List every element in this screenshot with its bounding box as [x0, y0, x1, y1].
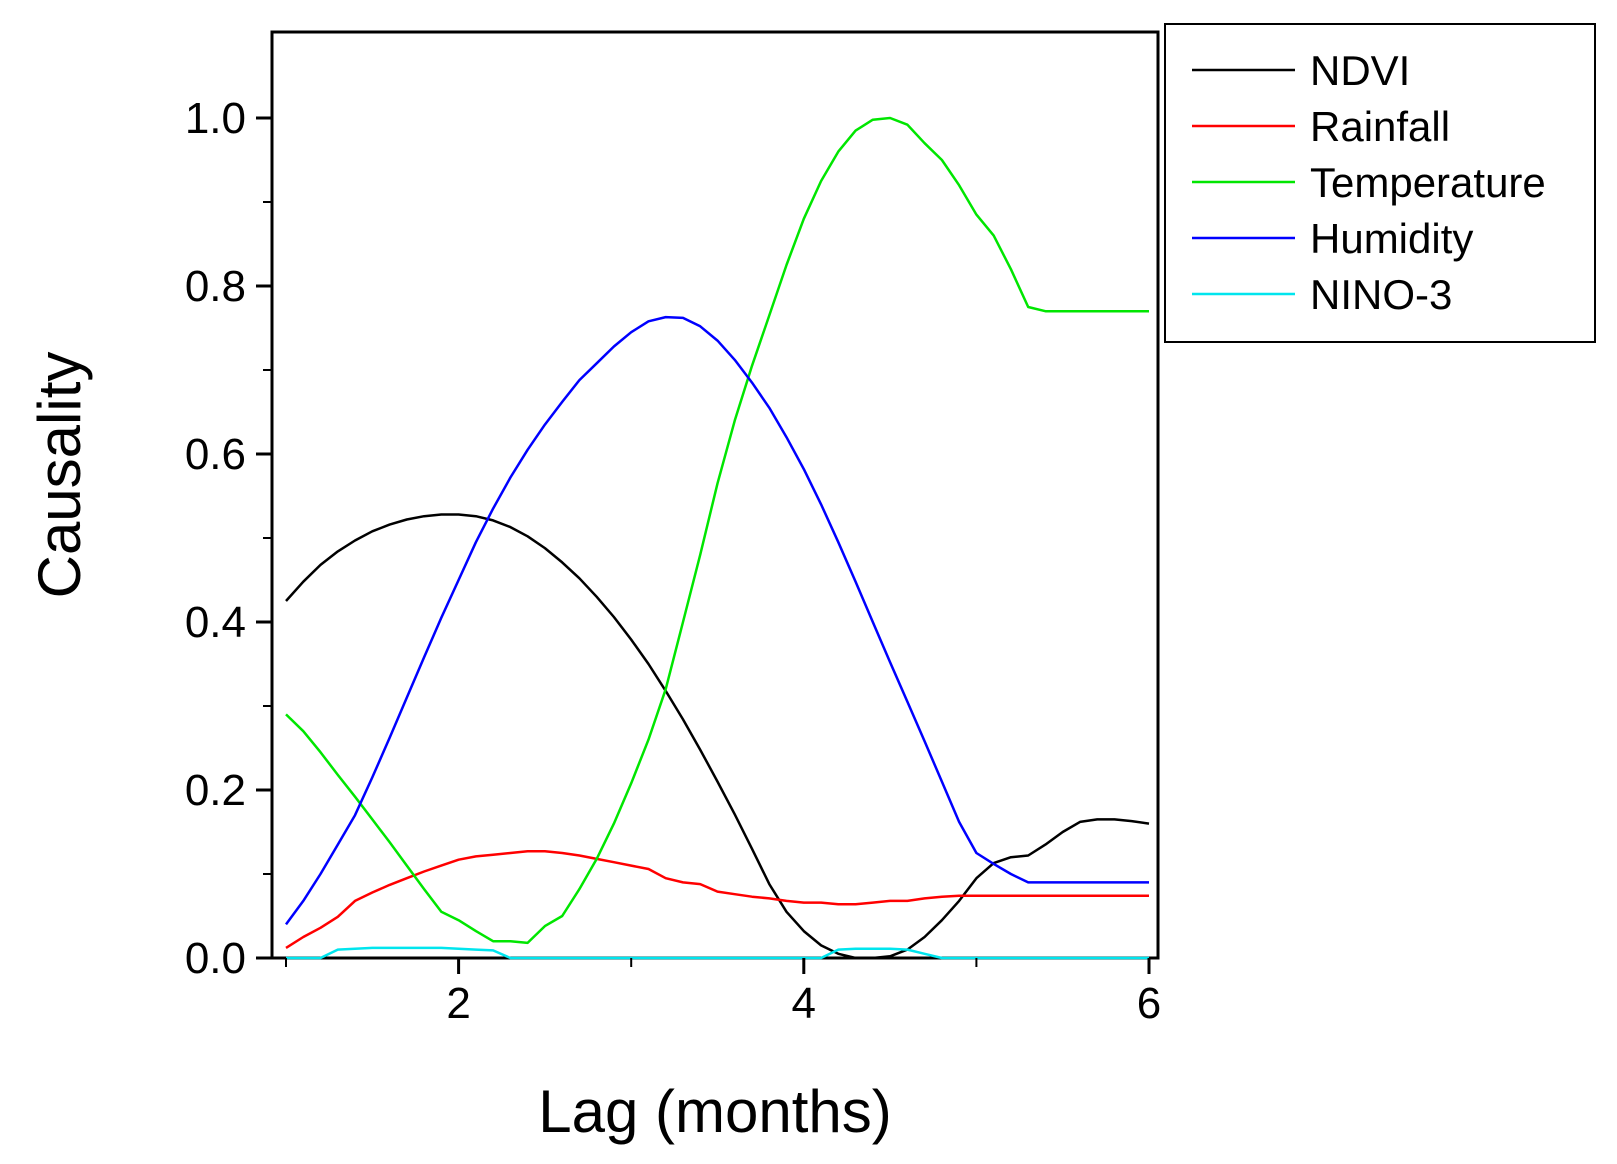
- legend-label: Temperature: [1310, 159, 1546, 206]
- series-line-temperature: [285, 116, 1149, 945]
- y-tick-label: 0.2: [185, 766, 246, 815]
- plot-area: [270, 30, 1160, 960]
- series-layer: [284, 116, 1150, 960]
- x-tick-label: 6: [1137, 979, 1161, 1028]
- legend-label: Humidity: [1310, 215, 1473, 262]
- legend: NDVI Rainfall Temperature Humidity NINO-3: [1164, 23, 1596, 343]
- series-line-ndvi: [285, 513, 1150, 960]
- y-tick-label: 0.0: [185, 934, 246, 983]
- y-tick-label: 0.4: [185, 598, 246, 647]
- legend-label: NINO-3: [1310, 271, 1452, 318]
- series-line-nino-3: [286, 946, 1149, 960]
- x-axis-title: Lag (months): [538, 1078, 892, 1145]
- y-axis-title: Causality: [26, 352, 93, 599]
- legend-label: NDVI: [1310, 47, 1410, 94]
- x-tick-label: 2: [446, 979, 470, 1028]
- legend-label: Rainfall: [1310, 103, 1450, 150]
- y-tick-label: 1.0: [185, 94, 246, 143]
- y-tick-label: 0.8: [185, 262, 246, 311]
- x-axis: 2 4 6: [285, 958, 1161, 1028]
- series-line-rainfall: [285, 850, 1149, 949]
- x-tick-label: 4: [792, 979, 816, 1028]
- y-axis: 0.0 0.2 0.4 0.6 0.8 1.0: [185, 94, 272, 983]
- series-line-humidity: [284, 315, 1149, 926]
- y-tick-label: 0.6: [185, 430, 246, 479]
